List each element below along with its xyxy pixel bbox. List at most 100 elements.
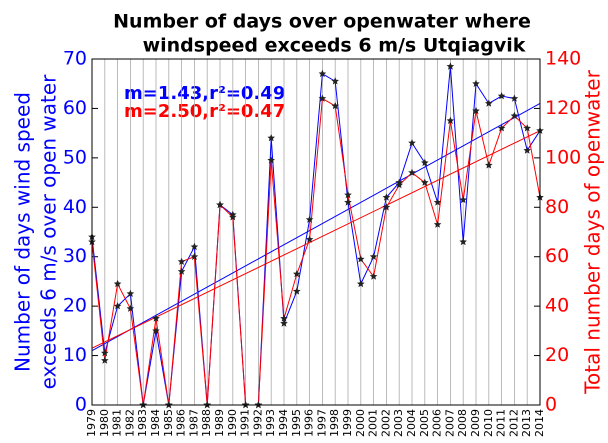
marker xyxy=(497,124,506,132)
y-tick-label: 0 xyxy=(75,394,87,416)
y-axis-label: exceeds 6 m/s over open water xyxy=(37,74,61,390)
trend-line xyxy=(91,103,541,352)
x-tick-label: 2007 xyxy=(443,409,456,437)
marker xyxy=(190,252,199,260)
marker xyxy=(305,215,314,223)
x-tick-label: 1998 xyxy=(328,409,341,437)
x-tick-label: 2000 xyxy=(354,409,367,437)
x-tick-label: 1986 xyxy=(175,409,188,437)
marker xyxy=(280,314,288,322)
marker xyxy=(267,156,275,164)
marker xyxy=(446,116,455,124)
x-tick-label: 2008 xyxy=(456,409,469,437)
marker xyxy=(421,178,429,186)
y-axis-label: Number of days wind speed xyxy=(11,92,35,372)
x-tick-label: 1989 xyxy=(213,409,226,437)
trend-line xyxy=(91,130,541,349)
x-tick-label: 2005 xyxy=(418,409,431,437)
chart-title: Number of days over openwater where xyxy=(113,11,531,33)
marker xyxy=(305,235,314,243)
marker xyxy=(126,289,135,297)
x-tick-label: 1985 xyxy=(162,409,175,437)
marker xyxy=(433,220,442,228)
marker xyxy=(293,287,301,295)
x-tick-label: 1983 xyxy=(136,409,149,437)
marker xyxy=(318,94,327,102)
x-tick-label: 1992 xyxy=(251,409,264,437)
marker xyxy=(408,139,416,147)
marker xyxy=(421,158,429,166)
marker xyxy=(510,94,519,102)
marker xyxy=(216,200,224,209)
marker xyxy=(331,77,339,85)
y-tick-label: 50 xyxy=(63,146,87,168)
y-tick-label: 20 xyxy=(63,295,87,317)
marker xyxy=(344,190,352,199)
marker xyxy=(408,168,416,176)
marker xyxy=(331,102,339,110)
x-tick-label: 1987 xyxy=(187,409,200,437)
marker xyxy=(280,319,288,327)
x-tick-label: 2012 xyxy=(507,409,520,437)
x-tick-label: 1995 xyxy=(290,409,303,437)
y2-tick-label: 0 xyxy=(545,394,557,416)
marker xyxy=(497,92,506,100)
marker xyxy=(357,279,365,288)
marker xyxy=(126,304,135,312)
y2-tick-label: 60 xyxy=(545,245,569,267)
x-tick-label: 2003 xyxy=(392,409,405,437)
marker xyxy=(523,146,531,154)
marker xyxy=(101,356,109,364)
y2-tick-label: 100 xyxy=(545,146,581,168)
marker xyxy=(395,181,403,189)
marker xyxy=(318,69,327,78)
marker xyxy=(485,161,493,169)
marker xyxy=(433,198,442,206)
y2-tick-label: 140 xyxy=(545,48,581,70)
x-tick-label: 2010 xyxy=(482,409,495,437)
marker xyxy=(369,272,378,280)
x-tick-label: 1997 xyxy=(315,409,328,437)
x-tick-label: 1979 xyxy=(85,409,98,437)
y2-tick-label: 40 xyxy=(545,295,569,317)
x-tick-label: 2014 xyxy=(533,409,546,437)
annotation: m=1.43,r²=0.49 xyxy=(124,83,285,104)
marker xyxy=(459,195,467,204)
plot-frame xyxy=(91,58,541,406)
y2-tick-label: 120 xyxy=(545,97,581,119)
y-tick-label: 40 xyxy=(63,196,87,218)
marker xyxy=(523,124,531,132)
marker xyxy=(229,213,237,221)
data-line xyxy=(91,97,541,406)
x-tick-label: 2013 xyxy=(520,409,533,437)
marker xyxy=(177,257,186,265)
y2-tick-label: 20 xyxy=(545,344,569,366)
chart-title: windspeed exceeds 6 m/s Utqiagvik xyxy=(143,35,526,57)
y-tick-label: 30 xyxy=(63,245,87,267)
x-tick-label: 2009 xyxy=(469,409,482,437)
x-tick-label: 1993 xyxy=(264,409,277,437)
marker xyxy=(472,106,480,115)
annotation: m=2.50,r²=0.47 xyxy=(124,101,285,122)
x-tick-label: 1990 xyxy=(226,409,239,437)
marker xyxy=(459,237,467,246)
x-tick-label: 1994 xyxy=(277,409,290,437)
y-tick-label: 60 xyxy=(63,97,87,119)
x-tick-label: 2001 xyxy=(367,409,380,437)
x-tick-label: 1982 xyxy=(123,409,136,437)
y2-tick-label: 80 xyxy=(545,196,569,218)
x-tick-label: 1980 xyxy=(98,409,111,437)
marker xyxy=(382,193,391,201)
x-tick-label: 1981 xyxy=(111,409,124,437)
marker xyxy=(446,62,455,70)
marker xyxy=(267,134,275,142)
marker xyxy=(101,349,109,357)
marker xyxy=(382,203,391,211)
marker xyxy=(293,270,301,278)
y-tick-label: 10 xyxy=(63,344,87,366)
marker xyxy=(152,314,160,322)
x-tick-label: 1999 xyxy=(341,409,354,437)
marker xyxy=(485,99,493,107)
marker xyxy=(113,279,122,288)
